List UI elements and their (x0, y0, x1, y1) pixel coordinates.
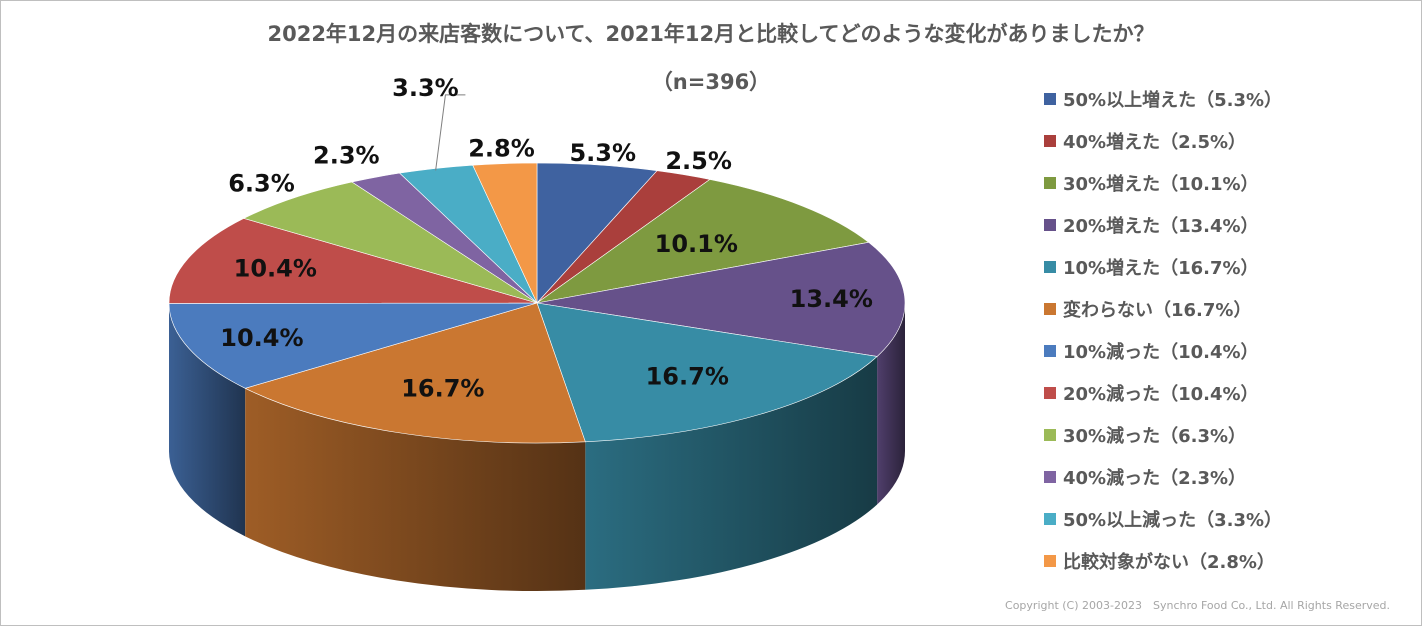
legend-item-7: 20%減った（10.4%） (1044, 372, 1414, 414)
legend-item-8: 30%減った（6.3%） (1044, 414, 1414, 456)
legend-swatch-2 (1044, 177, 1056, 189)
legend-item-10: 50%以上減った（3.3%） (1044, 498, 1414, 540)
copyright-text: Copyright (C) 2003-2023 Synchro Food Co.… (1005, 599, 1390, 612)
legend-swatch-8 (1044, 429, 1056, 441)
chart-title: 2022年12月の来店客数について、2021年12月と比較してどのような変化があ… (267, 22, 1155, 46)
legend-swatch-1 (1044, 135, 1056, 147)
legend-label-5: 変わらない（16.7%） (1063, 300, 1252, 321)
data-label-4: 16.7% (646, 362, 729, 390)
legend-swatch-9 (1044, 471, 1056, 483)
legend-label-10: 50%以上減った（3.3%） (1063, 510, 1283, 531)
legend-item-6: 10%減った（10.4%） (1044, 330, 1414, 372)
data-label-7: 10.4% (234, 255, 317, 283)
legend-label-8: 30%減った（6.3%） (1063, 426, 1247, 447)
legend-item-0: 50%以上増えた（5.3%） (1044, 78, 1414, 120)
chart-legend: 50%以上増えた（5.3%） 40%増えた（2.5%） 30%増えた（10.1%） 2… (1044, 78, 1414, 582)
legend-label-9: 40%減った（2.3%） (1063, 468, 1247, 489)
legend-item-1: 40%増えた（2.5%） (1044, 120, 1414, 162)
chart-subtitle: （n=396） (651, 70, 771, 94)
pie-slice-6 (168, 302, 538, 389)
legend-label-1: 40%増えた（2.5%） (1063, 132, 1247, 153)
pie-slice-2 (536, 179, 870, 304)
data-label-5: 16.7% (401, 375, 484, 403)
legend-label-2: 30%増えた（10.1%） (1063, 174, 1259, 195)
pie-side-3 (877, 303, 905, 505)
data-label-9: 2.3% (313, 142, 380, 170)
legend-swatch-7 (1044, 387, 1056, 399)
legend-item-3: 20%増えた（13.4%） (1044, 204, 1414, 246)
data-label-2: 10.1% (655, 230, 738, 258)
legend-item-9: 40%減った（2.3%） (1044, 456, 1414, 498)
pie-slice-7 (168, 218, 538, 304)
pie-side-6 (169, 303, 246, 537)
legend-item-4: 10%増えた（16.7%） (1044, 246, 1414, 288)
data-label-1: 2.5% (665, 147, 732, 175)
data-label-3: 13.4% (790, 285, 873, 313)
pie-slice-3 (536, 241, 906, 357)
legend-label-11: 比較対象がない（2.8%） (1063, 552, 1275, 573)
data-label-0: 5.3% (569, 139, 636, 167)
legend-label-7: 20%減った（10.4%） (1063, 384, 1259, 405)
legend-swatch-5 (1044, 303, 1056, 315)
pie-slice-8 (243, 181, 538, 304)
data-label-8: 6.3% (228, 170, 295, 198)
legend-swatch-0 (1044, 93, 1056, 105)
legend-swatch-6 (1044, 345, 1056, 357)
legend-swatch-3 (1044, 219, 1056, 231)
pie-slice-4 (536, 302, 878, 443)
legend-label-0: 50%以上増えた（5.3%） (1063, 90, 1283, 111)
legend-swatch-10 (1044, 513, 1056, 525)
legend-swatch-4 (1044, 261, 1056, 273)
legend-label-6: 10%減った（10.4%） (1063, 342, 1259, 363)
legend-swatch-11 (1044, 555, 1056, 567)
legend-label-4: 10%増えた（16.7%） (1063, 258, 1259, 279)
legend-label-3: 20%増えた（13.4%） (1063, 216, 1259, 237)
pie-slice-11 (472, 162, 538, 304)
data-label-10: 3.3% (392, 74, 459, 102)
legend-item-5: 変わらない（16.7%） (1044, 288, 1414, 330)
leader-line (435, 94, 466, 171)
pie-side-5 (245, 388, 586, 591)
pie-slice-5 (244, 302, 586, 444)
data-label-6: 10.4% (220, 324, 303, 352)
pie-side-4 (585, 356, 878, 590)
legend-item-11: 比較対象がない（2.8%） (1044, 540, 1414, 582)
data-label-11: 2.8% (468, 135, 535, 163)
legend-item-2: 30%増えた（10.1%） (1044, 162, 1414, 204)
